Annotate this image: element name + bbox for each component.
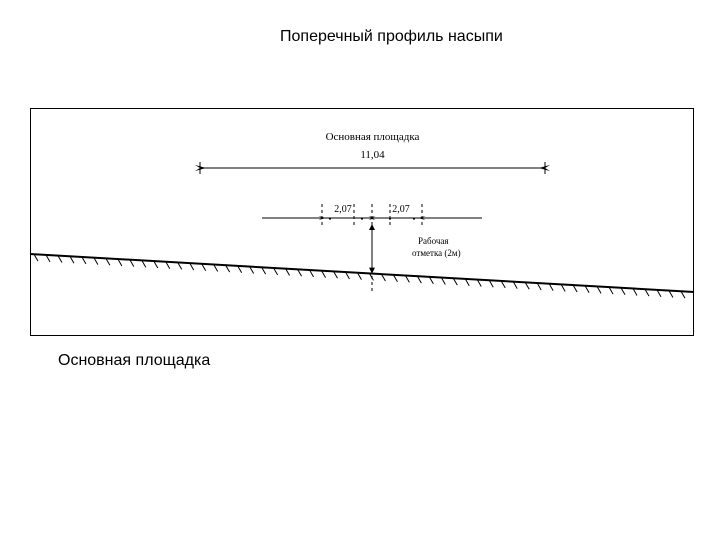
cross-section-diagram: Основная площадка11,042,072,07••••Рабоча… <box>0 0 720 540</box>
svg-text:отметка (2м): отметка (2м) <box>412 248 461 258</box>
svg-text:•: • <box>328 214 331 224</box>
svg-text:•: • <box>388 214 391 224</box>
svg-text:•: • <box>412 214 415 224</box>
svg-text:11,04: 11,04 <box>360 149 385 161</box>
bottom-caption: Основная площадка <box>58 352 210 370</box>
svg-text:2,07: 2,07 <box>392 204 410 215</box>
svg-text:Основная площадка: Основная площадка <box>326 131 420 143</box>
svg-text:Рабочая: Рабочая <box>418 236 449 246</box>
svg-text:•: • <box>360 214 363 224</box>
svg-text:2,07: 2,07 <box>334 204 352 215</box>
